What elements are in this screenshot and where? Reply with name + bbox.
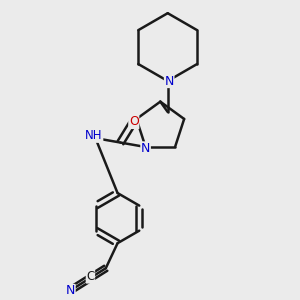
Text: C: C (86, 270, 94, 283)
Text: N: N (164, 74, 174, 88)
Text: O: O (129, 116, 139, 128)
Text: N: N (66, 284, 75, 298)
Text: N: N (141, 142, 150, 155)
Text: NH: NH (85, 129, 103, 142)
